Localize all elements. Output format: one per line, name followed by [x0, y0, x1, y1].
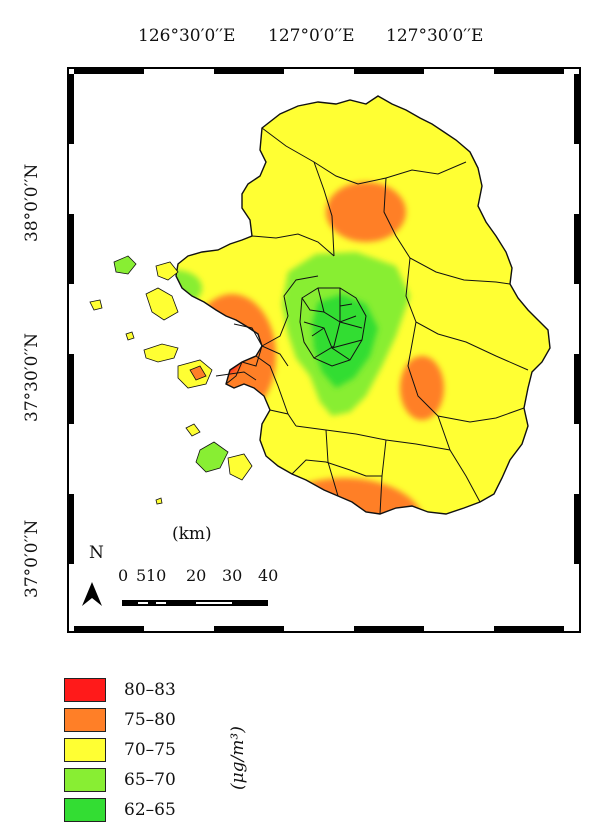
scale-tick-20: 20 [186, 566, 207, 585]
legend-unit-label: (μg/m³) [228, 726, 248, 790]
islands [89, 255, 253, 505]
incheon-district-2 [225, 361, 243, 385]
island-4 [89, 299, 103, 311]
scale-tick-10: 10 [146, 566, 167, 585]
legend-label: 65–70 [124, 770, 176, 790]
seoul-district-3 [313, 288, 341, 359]
boundary-south-1 [295, 425, 451, 451]
seoul-district-6 [311, 303, 353, 337]
incheon-district-3 [215, 371, 257, 381]
boundary-north-2 [251, 233, 335, 257]
district-boundaries [215, 127, 529, 515]
border-tick [74, 68, 144, 74]
island-10 [125, 331, 135, 341]
border-tick [214, 68, 284, 74]
legend-label: 75–80 [124, 710, 176, 730]
boundary-north-1 [261, 127, 467, 185]
legend-item: 62–65 [64, 798, 244, 824]
island-5 [143, 343, 179, 363]
island-8 [227, 453, 253, 481]
legend-label: 62–65 [124, 800, 176, 820]
border-tick [68, 354, 74, 424]
seoul-outline [299, 287, 367, 367]
border-tick [354, 626, 424, 632]
island-11 [155, 497, 163, 505]
scale-unit-label: (km) [172, 524, 212, 544]
north-arrow-icon [82, 582, 102, 606]
latitude-label-37-00: 37°0′0′′N [22, 519, 42, 598]
scale-tick-5: 5 [136, 566, 147, 585]
seoul-district-4 [301, 297, 325, 313]
legend-swatch [64, 678, 106, 702]
border-tick [68, 74, 74, 144]
longitude-label-127-00: 127°0′0′′E [268, 26, 355, 46]
boundary-south-2 [325, 429, 339, 497]
pm-concentration-map [67, 67, 581, 633]
latitude-label-37-30: 37°30′0′′N [22, 332, 42, 422]
bucheon-district [261, 345, 289, 367]
island-1 [113, 255, 137, 275]
scale-tick-40: 40 [258, 566, 279, 585]
map-frame [66, 66, 582, 634]
scale-tick-30: 30 [222, 566, 243, 585]
scale-tick-0: 0 [118, 566, 129, 585]
boundary-east-3 [437, 415, 481, 503]
scale-bar-seg-1 [138, 602, 148, 604]
border-tick [494, 68, 564, 74]
island-2 [155, 261, 179, 281]
border-tick [354, 68, 424, 74]
boundary-east-1 [405, 257, 529, 371]
island-6-hotspot [189, 365, 207, 381]
border-tick [494, 626, 564, 632]
seoul-district-1 [317, 287, 357, 323]
latitude-label-38-00: 38°0′0′′N [22, 163, 42, 242]
legend-swatch [64, 708, 106, 732]
legend-item: 75–80 [64, 708, 244, 734]
north-label: N [89, 543, 104, 563]
longitude-label-126-30: 126°30′0′′E [138, 26, 236, 46]
longitude-label-127-30: 127°30′0′′E [386, 26, 484, 46]
boundary-south-4 [291, 459, 382, 477]
legend-label: 70–75 [124, 740, 176, 760]
boundary-west-1 [255, 355, 289, 415]
legend-label: 80–83 [124, 680, 176, 700]
border-tick [574, 214, 580, 284]
seoul-district-5 [331, 321, 363, 349]
legend-swatch [64, 738, 106, 762]
island-7 [195, 441, 229, 473]
map-border-ticks [68, 68, 580, 632]
scale-bar-seg-2 [156, 602, 166, 604]
border-tick [574, 494, 580, 564]
border-tick [574, 74, 580, 144]
border-tick [574, 354, 580, 424]
boundary-north-3 [313, 161, 335, 257]
border-tick [68, 214, 74, 284]
legend-swatch [64, 798, 106, 822]
boundary-north-east [383, 177, 511, 285]
boundary-west-2 [261, 275, 319, 347]
province-outline [175, 95, 551, 515]
border-tick [68, 494, 74, 564]
border-tick [214, 626, 284, 632]
seoul-district-2 [303, 321, 351, 361]
scale-bar-outline [122, 600, 268, 606]
scale-bar [122, 600, 268, 606]
island-9 [185, 423, 201, 437]
island-3 [145, 287, 179, 321]
legend-item: 65–70 [64, 768, 244, 794]
legend-item: 80–83 [64, 678, 244, 704]
legend-swatch [64, 768, 106, 792]
zone-75-80-east [400, 356, 444, 420]
zone-75-80-north [326, 182, 406, 242]
legend-item: 70–75 [64, 738, 244, 764]
scale-bar-seg-3 [196, 602, 232, 604]
border-tick [74, 626, 144, 632]
